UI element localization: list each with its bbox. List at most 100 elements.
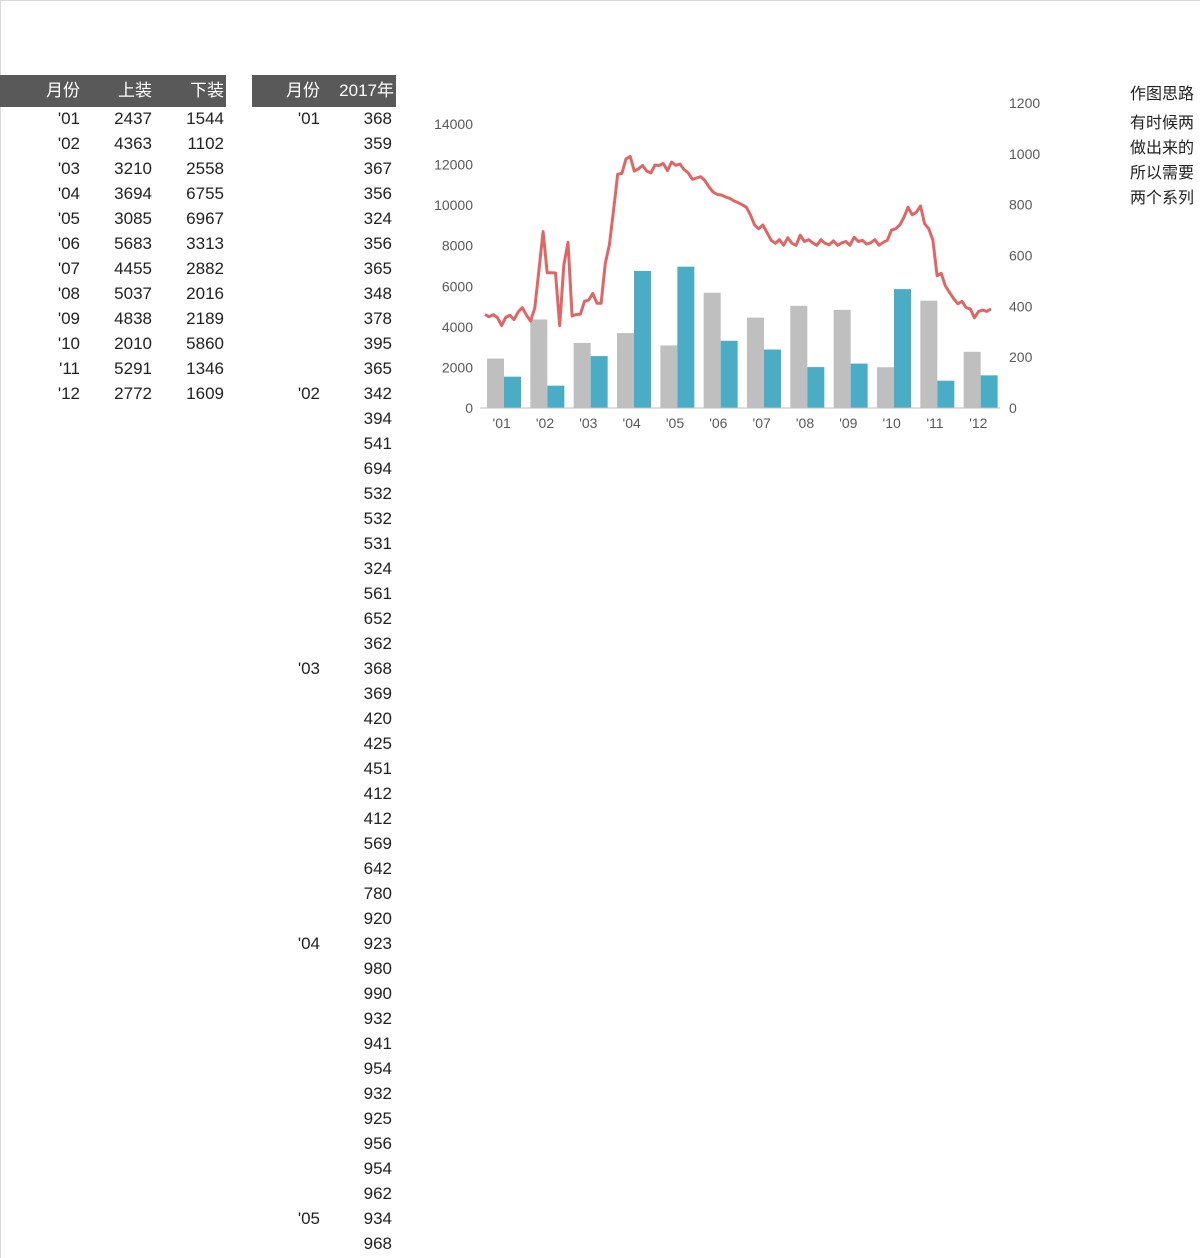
bar (764, 349, 781, 408)
x-tick-label: '04 (623, 415, 641, 431)
table2-cell-month (252, 1106, 320, 1131)
table2-cell-value: 368 (363, 109, 392, 128)
table2-cell-month (252, 1131, 320, 1156)
y-right-tick-label: 1000 (1009, 146, 1040, 162)
table1-cell-month: '03 (57, 159, 80, 178)
notes-line-2: 做出来的 (1130, 140, 1195, 157)
table2-cell-month (252, 181, 320, 206)
table2-cell-value: 941 (363, 1034, 392, 1053)
table2-cell-value: 394 (363, 409, 392, 428)
y-left-tick-label: 0 (465, 400, 473, 416)
table2-cell-value: 652 (363, 609, 392, 628)
table1-cell-bottoms: 1609 (186, 384, 224, 403)
y-right-tick-label: 400 (1009, 298, 1033, 314)
table1-cell-bottoms: 5860 (186, 334, 224, 353)
table2-cell-value: 348 (363, 284, 392, 303)
table1-cell-month: '02 (57, 134, 80, 153)
table1-cell-month: '10 (57, 334, 80, 353)
table2-cell-value: 642 (363, 859, 392, 878)
table2-cell-month (252, 1181, 320, 1206)
x-tick-label: '10 (883, 415, 901, 431)
table1-cell-tops: 2437 (114, 109, 152, 128)
table1-cell-month: '11 (59, 359, 80, 378)
table2-cell-value: 532 (363, 509, 392, 528)
y-left-tick-label: 14000 (434, 116, 473, 132)
table1-cell-bottoms: 6755 (186, 184, 224, 203)
bar (790, 305, 808, 408)
bar (703, 292, 721, 408)
table2-cell-value: 541 (363, 434, 392, 453)
x-tick-label: '09 (839, 415, 857, 431)
y-right-tick-label: 200 (1009, 349, 1033, 365)
table2-cell-value: 425 (363, 734, 392, 753)
table2-cell-value: 569 (363, 834, 392, 853)
table2-cell-month (252, 481, 320, 506)
table2-cell-month (252, 356, 320, 381)
table2-header-month: 月份 (286, 81, 320, 100)
table2-cell-month (252, 781, 320, 806)
table2-cell-month: '03 (297, 659, 320, 678)
x-tick-label: '12 (969, 415, 987, 431)
table2-cell-month (252, 531, 320, 556)
table1-cell-tops: 5683 (114, 234, 152, 253)
table2-cell-value: 368 (363, 659, 392, 678)
table1-cell-bottoms: 2882 (186, 259, 224, 278)
table2-cell-value: 356 (363, 184, 392, 203)
table1-cell-bottoms: 2016 (186, 284, 224, 303)
table2-cell-value: 561 (363, 584, 392, 603)
x-tick-label: '01 (493, 415, 511, 431)
table2-cell-value: 532 (363, 484, 392, 503)
table2-cell-month (252, 431, 320, 456)
table2-cell-value: 932 (363, 1009, 392, 1028)
table2-cell-value: 956 (363, 1134, 392, 1153)
combo-chart: 0 2000 4000 6000 8000 10000 12000 14000 0 200 400 6… (434, 95, 1040, 431)
table1-cell-tops: 3694 (114, 184, 152, 203)
table1-cell-month: '07 (57, 259, 80, 278)
x-tick-label: '02 (536, 415, 554, 431)
table2-cell-month (252, 1081, 320, 1106)
bar (747, 317, 764, 408)
table2-cell-month (252, 981, 320, 1006)
bar (963, 351, 981, 408)
table2-cell-value: 990 (363, 984, 392, 1003)
table2-cell-value: 365 (363, 259, 392, 278)
bar (573, 342, 591, 408)
table2-cell-value: 342 (363, 384, 392, 403)
table1-header: 月份 上装 下装 (0, 75, 226, 107)
y-right-tick-label: 600 (1009, 248, 1033, 264)
table1-cell-month: '05 (57, 209, 80, 228)
table2-cell-value: 451 (363, 759, 392, 778)
table1-cell-month: '01 (57, 109, 80, 128)
table1-cell-tops: 5291 (114, 359, 152, 378)
table1-cell-tops: 2010 (114, 334, 152, 353)
x-tick-label: '11 (926, 415, 943, 431)
table1-cell-tops: 4455 (114, 259, 152, 278)
table2-cell-value: 378 (363, 309, 392, 328)
table1-cell-tops: 4363 (114, 134, 152, 153)
table2-cell-value: 365 (363, 359, 392, 378)
bar (807, 367, 825, 408)
table1-cell-bottoms: 2558 (186, 159, 224, 178)
table2-cell-value: 369 (363, 684, 392, 703)
table2-header-2017: 2017年 (339, 81, 394, 100)
bar (660, 345, 678, 408)
table2-cell-value: 420 (363, 709, 392, 728)
table2-cell-value: 934 (363, 1209, 392, 1228)
y-left-tick-label: 10000 (434, 197, 473, 213)
table2-cell-month (252, 256, 320, 281)
table2-cell-month (252, 731, 320, 756)
table2-cell-value: 362 (363, 634, 392, 653)
table2-cell-value: 412 (363, 809, 392, 828)
y-left-tick-label: 12000 (434, 157, 473, 173)
y-left-tick-label: 2000 (442, 359, 473, 375)
bar (547, 385, 565, 408)
table2-cell-month (252, 681, 320, 706)
bar (720, 340, 738, 408)
table2-cell-month (252, 806, 320, 831)
table2-cell-month (252, 756, 320, 781)
table1-cell-month: '06 (57, 234, 80, 253)
table2-cell-month (252, 831, 320, 856)
table2-cell-month (252, 606, 320, 631)
table2-cell-value: 356 (363, 234, 392, 253)
y-left-tick-label: 8000 (442, 238, 473, 254)
